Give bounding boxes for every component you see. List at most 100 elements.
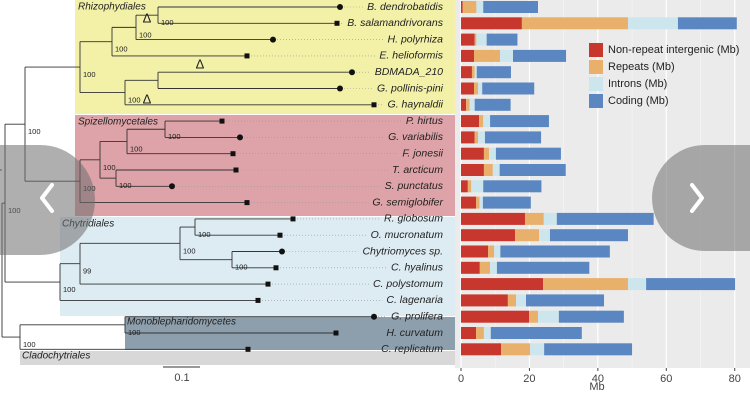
- bar-segment: [543, 278, 628, 291]
- bar-segment: [479, 261, 491, 274]
- support-label: 100: [128, 96, 141, 105]
- x-tick-label: 20: [523, 373, 535, 385]
- tip-marker: [333, 330, 339, 336]
- legend-label: Repeats (Mb): [608, 61, 675, 73]
- legend-label: Non-repeat intergenic (Mb): [608, 44, 739, 56]
- legend-label: Introns (Mb): [608, 78, 667, 90]
- tip-marker: [244, 200, 250, 206]
- tip-marker: [233, 167, 239, 173]
- bar-segment: [469, 98, 475, 111]
- bar-segment: [461, 196, 477, 209]
- species-label: B. dendrobatidis: [367, 1, 444, 13]
- support-label: 100: [23, 340, 36, 349]
- bar-segment: [471, 66, 475, 79]
- legend-swatch: [589, 60, 603, 74]
- support-label: 100: [168, 132, 181, 141]
- tip-marker: [265, 281, 271, 287]
- tip-marker: [245, 346, 251, 352]
- bar-segment: [556, 212, 654, 225]
- species-label: G. pollinis-pini: [377, 82, 444, 94]
- scale-label: 0.1: [174, 372, 189, 384]
- bar-segment: [516, 294, 527, 307]
- bar-segment: [515, 229, 540, 242]
- species-label: Chytriomyces sp.: [362, 245, 443, 257]
- next-button[interactable]: [652, 145, 750, 251]
- support-label: 100: [235, 263, 248, 272]
- clade-box: [20, 351, 455, 365]
- species-label: S. punctatus: [385, 180, 444, 192]
- tip-marker: [337, 4, 343, 10]
- bar-segment: [537, 310, 559, 323]
- species-label: C. polystomum: [373, 278, 443, 290]
- bar-segment: [483, 1, 538, 13]
- legend-swatch: [589, 77, 603, 91]
- bar-segment: [461, 115, 480, 128]
- bar-segment: [490, 115, 549, 128]
- bar-segment: [483, 147, 490, 160]
- clade-label: Monoblepharidomycetes: [127, 317, 236, 328]
- species-label: G. variabilis: [388, 131, 444, 143]
- legend-swatch: [589, 43, 603, 57]
- species-label: E. helioformis: [379, 50, 443, 62]
- bar-segment: [539, 229, 550, 242]
- delta-label: Δ: [143, 10, 152, 25]
- bar-segment: [501, 343, 531, 356]
- species-label: B. salamandrivorans: [347, 17, 443, 29]
- bar-segment: [627, 278, 647, 291]
- bar-segment: [483, 164, 493, 176]
- bar-segment: [466, 98, 470, 111]
- support-label: 100: [130, 144, 143, 153]
- bar-segment: [499, 164, 566, 176]
- species-label: P. hirtus: [406, 115, 444, 127]
- species-label: F. jonesii: [402, 147, 443, 159]
- bar-segment: [478, 82, 483, 95]
- bar-segment: [467, 180, 472, 193]
- bar-segment: [490, 327, 582, 339]
- bar-segment: [483, 180, 542, 193]
- bar-segment: [482, 82, 535, 95]
- bar-segment: [558, 310, 624, 323]
- bar-segment: [461, 327, 477, 339]
- bar-segment: [476, 196, 480, 209]
- bar-segment: [543, 212, 557, 225]
- bar-segment: [471, 180, 484, 193]
- legend-label: Coding (Mb): [608, 95, 669, 107]
- support-label: 100: [198, 230, 211, 239]
- prev-button-bg: [0, 145, 95, 255]
- bar-segment: [484, 131, 542, 144]
- bar-segment: [478, 131, 485, 144]
- species-label: C. replicatum: [381, 343, 443, 355]
- support-label: 100: [103, 163, 116, 172]
- bar-segment: [492, 164, 500, 176]
- tip-marker: [219, 118, 225, 124]
- bar-segment: [507, 294, 517, 307]
- bar-segment: [524, 212, 544, 225]
- clade-box: [125, 317, 455, 350]
- bar-segment: [486, 33, 518, 46]
- bar-segment: [476, 1, 484, 13]
- prev-button[interactable]: [0, 145, 95, 255]
- tip-marker: [337, 85, 343, 92]
- bar-segment: [474, 49, 501, 62]
- bar-segment: [461, 66, 472, 79]
- species-label: C. lagenaria: [386, 294, 443, 306]
- bar-segment: [461, 180, 468, 193]
- bar-segment: [461, 82, 475, 95]
- next-button-chevron: [690, 183, 704, 213]
- bar-segment: [462, 1, 477, 13]
- species-label: H. polyrhiza: [388, 33, 444, 45]
- clade-label: Rhizophydiales: [78, 2, 146, 13]
- bar-segment: [474, 66, 477, 79]
- bar-segment: [529, 310, 538, 323]
- bar-segment: [461, 17, 522, 30]
- bar-segment: [496, 261, 590, 274]
- support-label: 100: [119, 181, 132, 190]
- species-label: G. haynaldii: [388, 99, 444, 111]
- clade-label: Spizellomycetales: [78, 117, 158, 128]
- bar-segment: [495, 147, 561, 160]
- bar-segment: [476, 327, 484, 339]
- support-label: 100: [183, 246, 196, 255]
- support-label: 99: [83, 267, 91, 276]
- tip-marker: [349, 69, 355, 76]
